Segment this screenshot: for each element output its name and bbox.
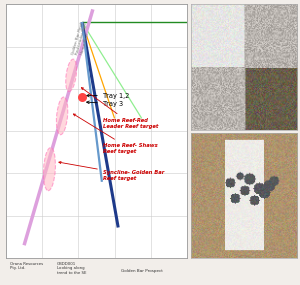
Text: Home Reef: Home Reef	[81, 32, 91, 55]
Ellipse shape	[44, 148, 56, 191]
Text: Tray 3: Tray 3	[87, 101, 123, 107]
Text: Home Reef- Shaws
Reef target: Home Reef- Shaws Reef target	[74, 114, 158, 154]
Text: Red Leader Reef: Red Leader Reef	[75, 22, 88, 55]
Text: Syncline- Golden Bar
Reef target: Syncline- Golden Bar Reef target	[59, 162, 164, 181]
Text: Golden Bar Reef: Golden Bar Reef	[71, 22, 84, 55]
Point	[80, 95, 84, 99]
Text: Home Reef-Red
Leader Reef target: Home Reef-Red Leader Reef target	[81, 87, 158, 129]
Ellipse shape	[66, 59, 76, 91]
Text: Tray 1,2: Tray 1,2	[87, 93, 129, 99]
Ellipse shape	[56, 97, 68, 135]
